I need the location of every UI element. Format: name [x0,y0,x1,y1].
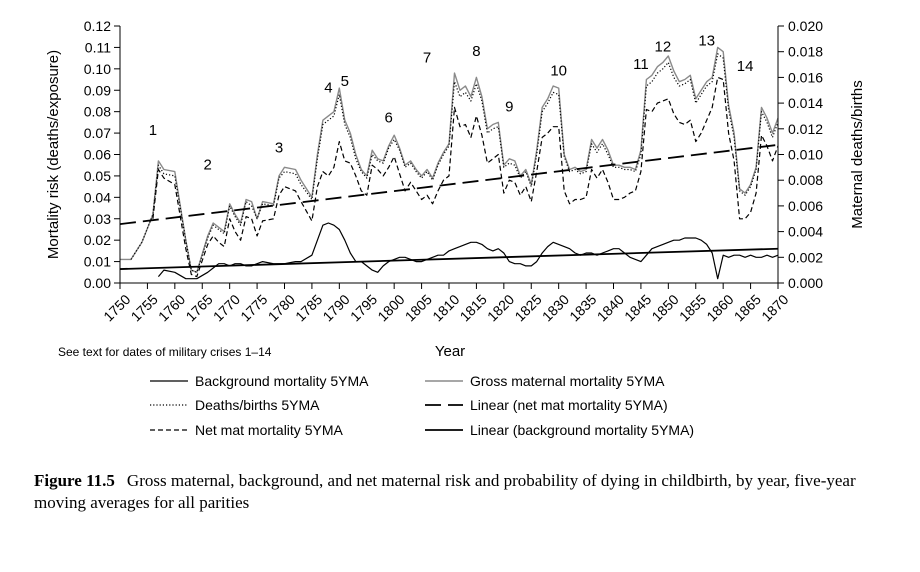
x-tick-label: 1820 [484,291,517,324]
y-tick-label-right: 0.014 [788,95,823,111]
x-tick-label: 1865 [731,291,764,324]
x-tick-label: 1760 [155,291,188,324]
x-tick-label: 1780 [265,291,298,324]
chart-figure: 0.00 0.01 0.02 0.03 0.04 0.05 0.06 0.07 0.08 0.09… [45,18,866,438]
x-tick-label: 1845 [621,291,654,324]
x-tick-label: 1825 [511,291,544,324]
y-tick-label-right: 0.020 [788,18,823,34]
plot-area [119,46,779,280]
x-tick-label: 1835 [566,291,599,324]
crisis-label-10: 10 [550,62,567,79]
crisis-label-4: 4 [324,79,332,96]
y-tick-label-right: 0.004 [788,224,823,240]
x-tick-label: 1755 [128,291,161,324]
x-tick-label: 1790 [319,291,352,324]
crisis-label-5: 5 [341,73,349,90]
x-tick-label: 1785 [292,291,325,324]
legend-label: Linear (net mat mortality 5YMA) [470,397,668,413]
legend: Background mortality 5YMA Gross maternal … [150,373,694,438]
crisis-label-14: 14 [737,58,754,75]
legend-label: Background mortality 5YMA [195,373,369,389]
y-axis-title-right: Maternal deaths/births [849,80,866,228]
y-tick-label-left: 0.09 [84,82,111,98]
x-tick-label: 1860 [703,291,736,324]
y-tick-label-left: 0.02 [84,232,111,248]
y-tick-label-right: 0.018 [788,44,823,60]
y-tick-label-left: 0.00 [84,275,111,291]
legend-label: Deaths/births 5YMA [195,397,320,413]
legend-label: Net mat mortality 5YMA [195,422,343,438]
x-tick-label: 1795 [347,291,380,324]
y-tick-label-left: 0.04 [84,189,111,205]
legend-label: Gross maternal mortality 5YMA [470,373,665,389]
x-tick-label: 1750 [100,291,133,324]
chart-labels: Mortality risk (deaths/exposure) Maternal… [45,32,866,360]
series-line-deaths-births-5yma [130,53,779,273]
series-line-gross-maternal-mortality-5yma [120,46,779,273]
crisis-label-2: 2 [204,156,212,173]
y-tick-label-left: 0.05 [84,168,111,184]
crisis-label-1: 1 [149,122,157,139]
x-tick-label: 1815 [457,291,490,324]
crisis-label-11: 11 [633,56,649,73]
crisis-label-13: 13 [698,32,715,49]
crisis-label-7: 7 [423,49,431,66]
y-tick-label-right: 0.010 [788,147,823,163]
trend-line-linear-net-mat-mortality-5yma- [119,143,779,225]
x-tick-label: 1770 [210,291,243,324]
trend-line-linear-background-mortality-5yma- [119,247,779,270]
y-tick-label-right: 0.008 [788,172,823,188]
y-tick-label-left: 0.01 [84,254,111,270]
legend-label: Linear (background mortality 5YMA) [470,422,694,438]
x-tick-label: 1775 [237,291,270,324]
series-line-net-mat-mortality-5yma [152,76,779,278]
y-tick-label-right: 0.000 [788,275,823,291]
x-tick-label: 1800 [374,291,407,324]
y-tick-label-left: 0.07 [84,125,111,141]
x-tick-label: 1830 [539,291,572,324]
x-tick-label: 1870 [758,291,791,324]
crisis-note: See text for dates of military crises 1–… [58,345,272,359]
y-tick-label-left: 0.12 [84,18,111,34]
y-axis-title-left: Mortality risk (deaths/exposure) [45,50,62,259]
y-tick-label-right: 0.002 [788,249,823,265]
x-axis-title: Year [435,343,465,360]
y-tick-label-right: 0.016 [788,69,823,85]
x-tick-label: 1840 [594,291,627,324]
caption-text: Gross maternal, background, and net mate… [34,471,856,512]
x-tick-label: 1805 [402,291,435,324]
y-tick-label-left: 0.11 [85,39,111,55]
x-tick-label: 1855 [676,291,709,324]
y-tick-label-left: 0.08 [84,104,111,120]
caption-label: Figure 11.5 [34,471,115,490]
y-tick-label-left: 0.10 [84,61,111,77]
y-tick-label-right: 0.012 [788,121,823,137]
crisis-label-8: 8 [472,43,480,60]
x-tick-label: 1765 [182,291,215,324]
crisis-label-3: 3 [275,139,283,156]
y-tick-label-right: 0.006 [788,198,823,214]
crisis-label-9: 9 [505,99,513,116]
x-tick-label: 1810 [429,291,462,324]
x-tick-label: 1850 [648,291,681,324]
figure-caption: Figure 11.5 Gross maternal, background, a… [34,470,894,514]
y-tick-label-left: 0.03 [84,211,111,227]
y-tick-label-left: 0.06 [84,147,111,163]
crisis-label-12: 12 [655,39,672,56]
crisis-label-6: 6 [385,109,393,126]
